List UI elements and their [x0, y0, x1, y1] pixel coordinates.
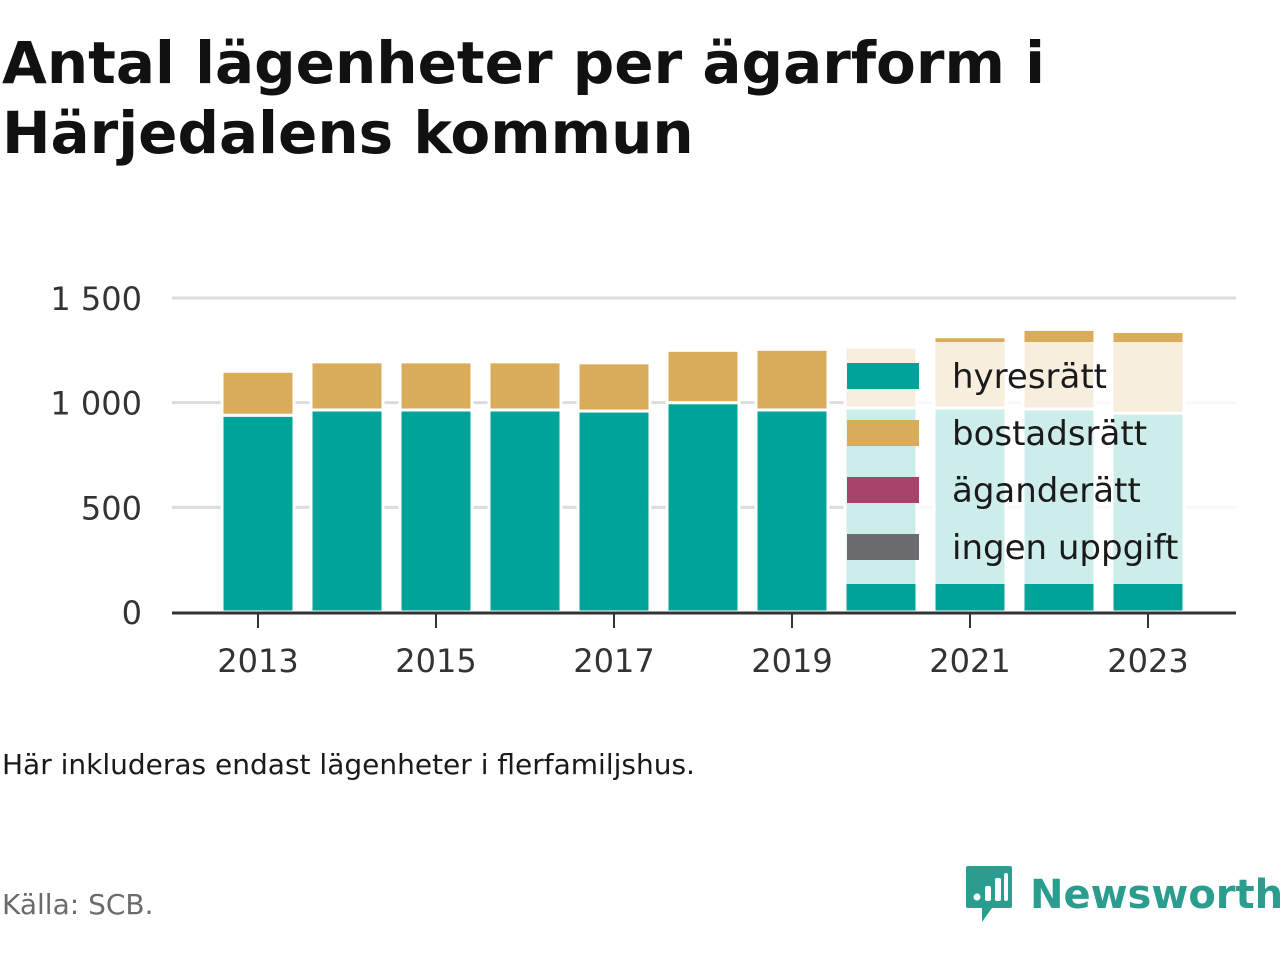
bar-segment: [398, 408, 474, 614]
legend-swatch: [847, 363, 919, 389]
source-label: Källa: SCB.: [2, 888, 154, 921]
bar-segment: [665, 348, 741, 405]
y-tick-label: 500: [81, 489, 142, 527]
y-tick-label: 1 500: [50, 280, 142, 318]
legend: hyresrätt bostadsrätt äganderätt ingen uppg…: [847, 357, 1178, 568]
brand-name: Newsworthy: [1030, 872, 1280, 918]
x-axis: 2013 2015 2017 2019 2021 2023: [172, 611, 1236, 680]
bar-segment: [309, 408, 385, 614]
legend-swatch: [847, 534, 919, 560]
legend-swatch: [847, 477, 919, 503]
y-axis-labels: 0 500 1 000 1 500: [50, 280, 142, 632]
bar-segment: [487, 408, 563, 614]
x-tick-label: 2023: [1107, 642, 1188, 680]
x-tick-label: 2019: [751, 642, 832, 680]
bar-segment: [487, 360, 563, 412]
bar-segment: [754, 347, 830, 412]
bar-segment: [398, 360, 474, 412]
legend-swatch: [847, 420, 919, 446]
bar-segment: [220, 369, 296, 417]
bar-segment: [576, 409, 652, 614]
bar-segment: [754, 408, 830, 614]
bar-chart-speech-bubble-icon: [966, 866, 1012, 922]
bar-segment: [665, 401, 741, 614]
bar-segment: [220, 413, 296, 614]
legend-label: bostadsrätt: [952, 414, 1147, 454]
x-tick-label: 2021: [929, 642, 1010, 680]
x-tick-label: 2017: [573, 642, 654, 680]
y-tick-label: 0: [122, 594, 142, 632]
y-tick-label: 1 000: [50, 385, 142, 423]
legend-label: äganderätt: [952, 471, 1141, 511]
chart-title: Antal lägenheter per ägarform i Härjedal…: [2, 29, 1046, 167]
bar-segment: [309, 360, 385, 412]
brand-logo[interactable]: Newsworthy: [964, 862, 1280, 928]
legend-label: ingen uppgift: [952, 528, 1178, 568]
legend-label: hyresrätt: [952, 357, 1107, 397]
x-tick-label: 2013: [217, 642, 298, 680]
bar-segment: [576, 361, 652, 413]
x-tick-label: 2015: [395, 642, 476, 680]
chart-note: Här inkluderas endast lägenheter i flerf…: [2, 748, 695, 781]
